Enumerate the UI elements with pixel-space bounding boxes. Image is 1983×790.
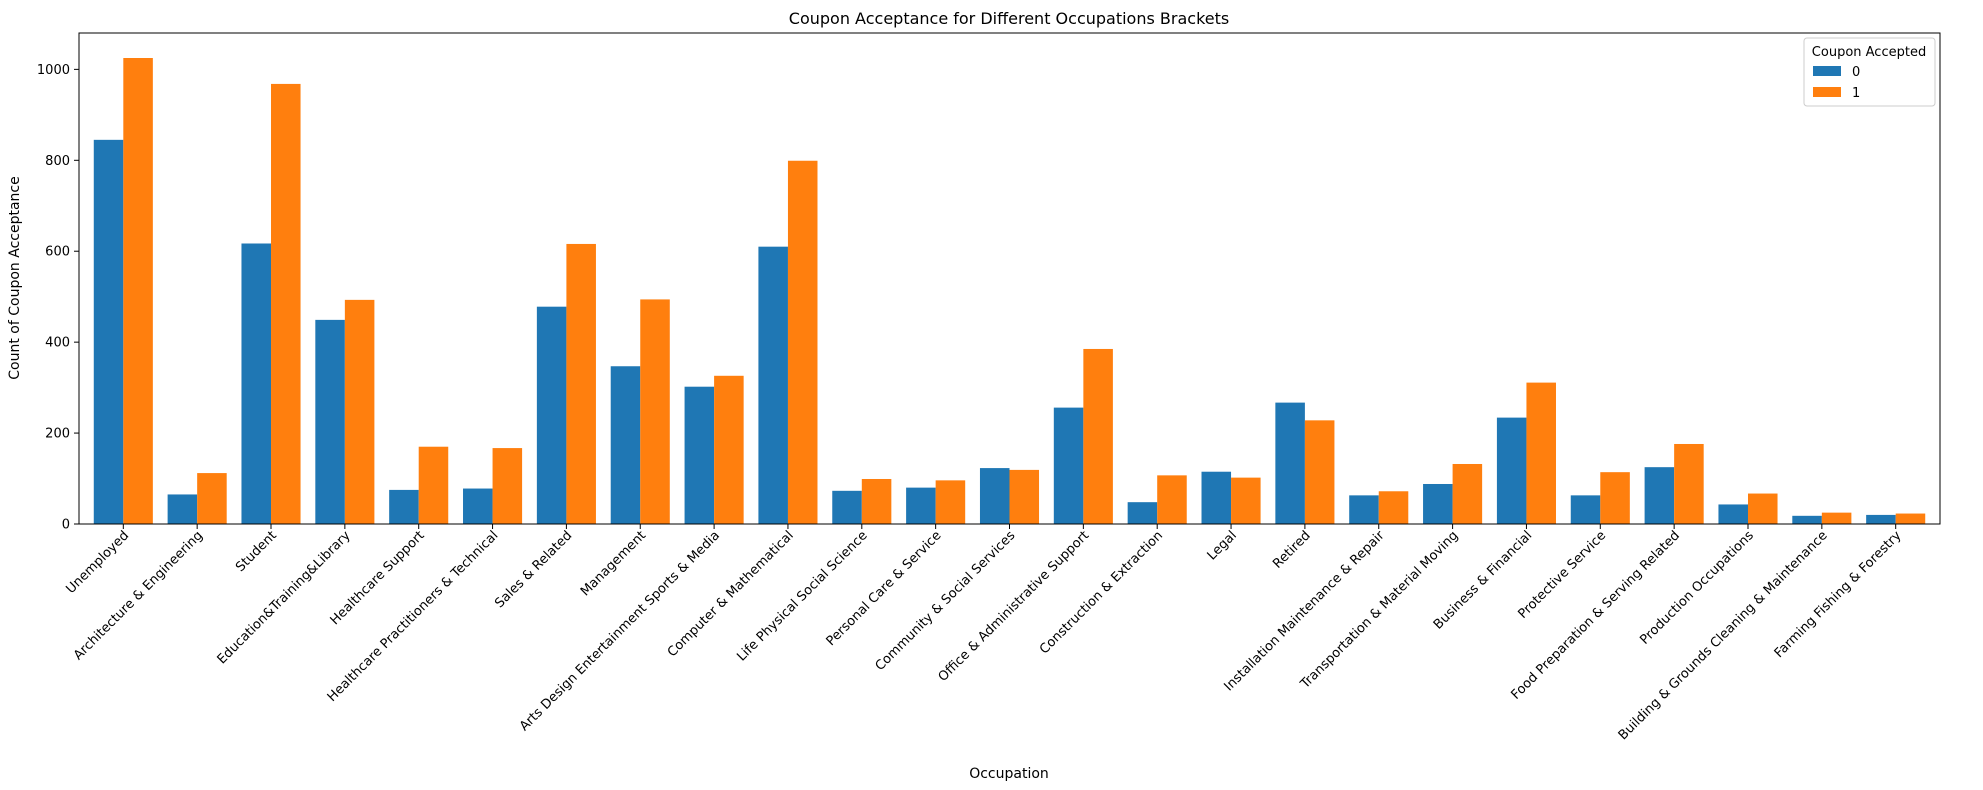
bar-series-1-9 xyxy=(787,160,818,525)
bar-series-0-15 xyxy=(1201,471,1232,524)
bar-series-0-22 xyxy=(1718,504,1748,524)
bar-series-1-16 xyxy=(1304,420,1335,524)
y-tick-label-0: 0 xyxy=(62,518,70,533)
bar-series-1-12 xyxy=(1009,469,1040,524)
bar-series-0-14 xyxy=(1127,502,1158,524)
bar-series-0-13 xyxy=(1053,407,1084,524)
bar-series-0-0 xyxy=(93,139,124,525)
bar-series-1-4 xyxy=(418,446,449,524)
bar-series-1-14 xyxy=(1157,475,1187,524)
y-axis: 0 200 400 600 800 1000 xyxy=(37,63,79,533)
x-axis-label: Occupation xyxy=(969,766,1049,782)
bar-series-1-17 xyxy=(1378,491,1409,524)
bar-series-0-10 xyxy=(832,490,862,524)
bar-series-0-5 xyxy=(463,488,493,524)
bar-series-0-6 xyxy=(536,306,567,524)
chart-title: Coupon Acceptance for Different Occupati… xyxy=(789,9,1229,28)
bar-series-1-15 xyxy=(1231,477,1261,524)
legend-swatch-1 xyxy=(1813,87,1841,97)
y-tick-label-2: 400 xyxy=(45,336,70,351)
legend-label-0: 0 xyxy=(1852,65,1860,80)
bar-series-1-7 xyxy=(640,299,670,524)
legend: Coupon Accepted 0 1 xyxy=(1803,37,1936,107)
bar-series-1-23 xyxy=(1821,512,1852,524)
bar-series-0-8 xyxy=(684,386,715,524)
bar-series-0-18 xyxy=(1423,483,1453,524)
bar-series-1-0 xyxy=(123,58,153,524)
legend-label-1: 1 xyxy=(1852,86,1860,101)
plot-frame xyxy=(78,32,1941,525)
bar-series-0-17 xyxy=(1349,495,1379,524)
bar-series-1-22 xyxy=(1747,493,1778,524)
bar-series-0-12 xyxy=(979,468,1010,524)
bar-series-1-13 xyxy=(1083,348,1113,524)
bar-series-0-9 xyxy=(758,246,788,525)
bar-series-0-2 xyxy=(241,243,272,524)
bar-series-0-16 xyxy=(1275,402,1305,524)
bar-series-1-18 xyxy=(1452,463,1483,524)
y-tick-label-5: 1000 xyxy=(37,63,70,78)
bar-series-1-20 xyxy=(1600,472,1630,524)
bar-series-1-10 xyxy=(861,478,892,524)
y-tick-label-1: 200 xyxy=(45,427,70,442)
bar-series-0-3 xyxy=(315,319,345,524)
bar-series-1-1 xyxy=(197,473,227,524)
bar-series-1-2 xyxy=(271,83,301,524)
bar-series-1-6 xyxy=(566,243,596,524)
y-tick-label-3: 600 xyxy=(45,245,70,260)
bar-series-0-1 xyxy=(167,494,198,524)
y-tick-label-4: 800 xyxy=(45,154,70,169)
bar-series-1-5 xyxy=(492,448,523,524)
bar-series-0-20 xyxy=(1570,495,1601,524)
bar-series-0-24 xyxy=(1866,514,1896,524)
bar-series-1-11 xyxy=(935,480,966,524)
bar-series-0-23 xyxy=(1792,515,1822,524)
bar-series-0-4 xyxy=(389,489,419,524)
bar-series-0-11 xyxy=(906,487,936,524)
legend-title: Coupon Accepted xyxy=(1812,45,1926,60)
bar-series-1-21 xyxy=(1674,443,1704,524)
y-axis-label: Count of Coupon Acceptance xyxy=(7,176,23,379)
bars-group xyxy=(93,58,1926,525)
bar-series-0-21 xyxy=(1644,467,1675,524)
bar-series-1-3 xyxy=(344,299,375,524)
bar-series-1-8 xyxy=(714,375,744,524)
bar-series-0-7 xyxy=(610,366,641,524)
bar-series-1-24 xyxy=(1895,513,1926,524)
legend-swatch-0 xyxy=(1813,66,1841,76)
bar-series-0-19 xyxy=(1496,417,1527,524)
bar-series-1-19 xyxy=(1526,382,1556,524)
